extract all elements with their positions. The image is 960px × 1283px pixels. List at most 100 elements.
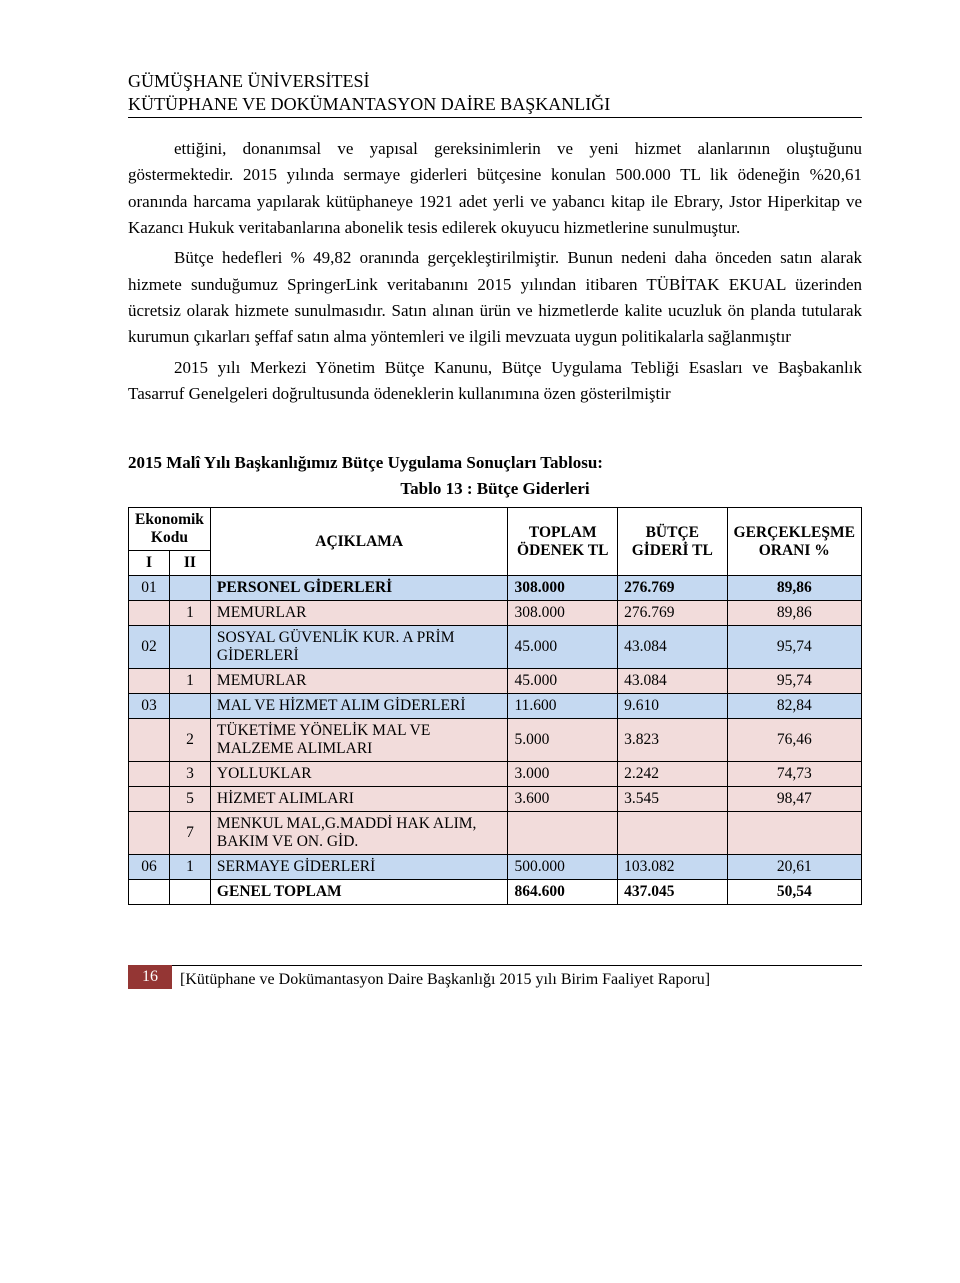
paragraph-1: ettiğini, donanımsal ve yapısal gereksin… bbox=[128, 136, 862, 241]
table-row: 03 MAL VE HİZMET ALIM GİDERLERİ11.6009.61… bbox=[129, 694, 862, 719]
page-header: GÜMÜŞHANE ÜNİVERSİTESİ KÜTÜPHANE VE DOKÜ… bbox=[128, 70, 862, 118]
cell-desc: MENKUL MAL,G.MADDİ HAK ALIM, BAKIM VE ON… bbox=[210, 812, 508, 855]
cell-oran: 76,46 bbox=[727, 719, 861, 762]
table-row: 5HİZMET ALIMLARI3.6003.54598,47 bbox=[129, 787, 862, 812]
footer-page-number: 16 bbox=[128, 965, 172, 989]
cell-toplam: 3.600 bbox=[508, 787, 618, 812]
cell-gider: 9.610 bbox=[618, 694, 727, 719]
cell-toplam: 308.000 bbox=[508, 601, 618, 626]
cell-oran: 20,61 bbox=[727, 855, 861, 880]
cell-desc: MAL VE HİZMET ALIM GİDERLERİ bbox=[210, 694, 508, 719]
cell-code-II: 1 bbox=[169, 601, 210, 626]
cell-oran: 95,74 bbox=[727, 626, 861, 669]
cell-gider: 43.084 bbox=[618, 626, 727, 669]
cell-code-II: 1 bbox=[169, 669, 210, 694]
paragraph-3: 2015 yılı Merkezi Yönetim Bütçe Kanunu, … bbox=[128, 355, 862, 408]
header-line-2: KÜTÜPHANE VE DOKÜMANTASYON DAİRE BAŞKANL… bbox=[128, 93, 862, 116]
cell-code-I bbox=[129, 719, 170, 762]
page-container: GÜMÜŞHANE ÜNİVERSİTESİ KÜTÜPHANE VE DOKÜ… bbox=[0, 0, 960, 1039]
cell-desc: MEMURLAR bbox=[210, 669, 508, 694]
th-code-I: I bbox=[129, 551, 170, 576]
th-aciklama: AÇIKLAMA bbox=[210, 508, 508, 576]
cell-gider: 3.545 bbox=[618, 787, 727, 812]
table-caption: Tablo 13 : Bütçe Giderleri bbox=[128, 479, 862, 499]
cell-oran: 50,54 bbox=[727, 880, 861, 905]
table-title: 2015 Malî Yılı Başkanlığımız Bütçe Uygul… bbox=[128, 453, 862, 473]
th-butce-gideri: BÜTÇE GİDERİ TL bbox=[618, 508, 727, 576]
cell-oran: 74,73 bbox=[727, 762, 861, 787]
cell-gider: 103.082 bbox=[618, 855, 727, 880]
cell-gider bbox=[618, 812, 727, 855]
cell-oran: 98,47 bbox=[727, 787, 861, 812]
cell-code-II: 1 bbox=[169, 855, 210, 880]
table-row: 1MEMURLAR45.00043.08495,74 bbox=[129, 669, 862, 694]
cell-code-II bbox=[169, 880, 210, 905]
cell-code-I bbox=[129, 787, 170, 812]
table-header-row-1: Ekonomik Kodu AÇIKLAMA TOPLAM ÖDENEK TL … bbox=[129, 508, 862, 551]
cell-desc: TÜKETİME YÖNELİK MAL VE MALZEME ALIMLARI bbox=[210, 719, 508, 762]
cell-desc: MEMURLAR bbox=[210, 601, 508, 626]
cell-code-I bbox=[129, 601, 170, 626]
cell-toplam bbox=[508, 812, 618, 855]
cell-code-II: 5 bbox=[169, 787, 210, 812]
cell-code-II bbox=[169, 694, 210, 719]
cell-toplam: 500.000 bbox=[508, 855, 618, 880]
cell-code-II bbox=[169, 626, 210, 669]
cell-toplam: 308.000 bbox=[508, 576, 618, 601]
header-underline bbox=[128, 117, 862, 118]
cell-code-I bbox=[129, 812, 170, 855]
cell-oran: 95,74 bbox=[727, 669, 861, 694]
cell-code-II: 2 bbox=[169, 719, 210, 762]
cell-code-I bbox=[129, 880, 170, 905]
th-gerceklesme-orani: GERÇEKLEŞME ORANI % bbox=[727, 508, 861, 576]
budget-table: Ekonomik Kodu AÇIKLAMA TOPLAM ÖDENEK TL … bbox=[128, 507, 862, 905]
cell-oran: 89,86 bbox=[727, 601, 861, 626]
cell-gider: 437.045 bbox=[618, 880, 727, 905]
cell-code-II bbox=[169, 576, 210, 601]
table-row: GENEL TOPLAM864.600437.04550,54 bbox=[129, 880, 862, 905]
table-row: 02SOSYAL GÜVENLİK KUR. A PRİM GİDERLERİ4… bbox=[129, 626, 862, 669]
cell-desc: GENEL TOPLAM bbox=[210, 880, 508, 905]
cell-desc: YOLLUKLAR bbox=[210, 762, 508, 787]
body-text: ettiğini, donanımsal ve yapısal gereksin… bbox=[128, 136, 862, 407]
cell-toplam: 45.000 bbox=[508, 626, 618, 669]
table-row: 061SERMAYE GİDERLERİ500.000103.08220,61 bbox=[129, 855, 862, 880]
table-row: 7MENKUL MAL,G.MADDİ HAK ALIM, BAKIM VE O… bbox=[129, 812, 862, 855]
th-toplam-odenek: TOPLAM ÖDENEK TL bbox=[508, 508, 618, 576]
th-ek-kodu: Ekonomik Kodu bbox=[129, 508, 211, 551]
cell-toplam: 45.000 bbox=[508, 669, 618, 694]
page-footer: 16 [Kütüphane ve Dokümantasyon Daire Baş… bbox=[128, 965, 862, 989]
cell-code-I: 06 bbox=[129, 855, 170, 880]
cell-gider: 3.823 bbox=[618, 719, 727, 762]
table-head: Ekonomik Kodu AÇIKLAMA TOPLAM ÖDENEK TL … bbox=[129, 508, 862, 576]
cell-code-II: 3 bbox=[169, 762, 210, 787]
table-row: 2TÜKETİME YÖNELİK MAL VE MALZEME ALIMLAR… bbox=[129, 719, 862, 762]
cell-toplam: 11.600 bbox=[508, 694, 618, 719]
cell-gider: 2.242 bbox=[618, 762, 727, 787]
th-code-II: II bbox=[169, 551, 210, 576]
cell-oran bbox=[727, 812, 861, 855]
header-line-1: GÜMÜŞHANE ÜNİVERSİTESİ bbox=[128, 70, 862, 93]
cell-gider: 276.769 bbox=[618, 601, 727, 626]
cell-code-I: 01 bbox=[129, 576, 170, 601]
cell-code-I bbox=[129, 762, 170, 787]
cell-gider: 276.769 bbox=[618, 576, 727, 601]
cell-desc: PERSONEL GİDERLERİ bbox=[210, 576, 508, 601]
paragraph-2: Bütçe hedefleri % 49,82 oranında gerçekl… bbox=[128, 245, 862, 350]
cell-desc: HİZMET ALIMLARI bbox=[210, 787, 508, 812]
cell-code-I: 03 bbox=[129, 694, 170, 719]
table-row: 3YOLLUKLAR3.0002.24274,73 bbox=[129, 762, 862, 787]
table-row: 01 PERSONEL GİDERLERİ308.000276.76989,86 bbox=[129, 576, 862, 601]
cell-oran: 82,84 bbox=[727, 694, 861, 719]
cell-oran: 89,86 bbox=[727, 576, 861, 601]
cell-toplam: 864.600 bbox=[508, 880, 618, 905]
cell-code-II: 7 bbox=[169, 812, 210, 855]
cell-code-I: 02 bbox=[129, 626, 170, 669]
table-body: 01 PERSONEL GİDERLERİ308.000276.76989,86 1… bbox=[129, 576, 862, 905]
cell-code-I bbox=[129, 669, 170, 694]
cell-toplam: 3.000 bbox=[508, 762, 618, 787]
cell-toplam: 5.000 bbox=[508, 719, 618, 762]
cell-gider: 43.084 bbox=[618, 669, 727, 694]
footer-text: [Kütüphane ve Dokümantasyon Daire Başkan… bbox=[172, 965, 862, 989]
cell-desc: SOSYAL GÜVENLİK KUR. A PRİM GİDERLERİ bbox=[210, 626, 508, 669]
